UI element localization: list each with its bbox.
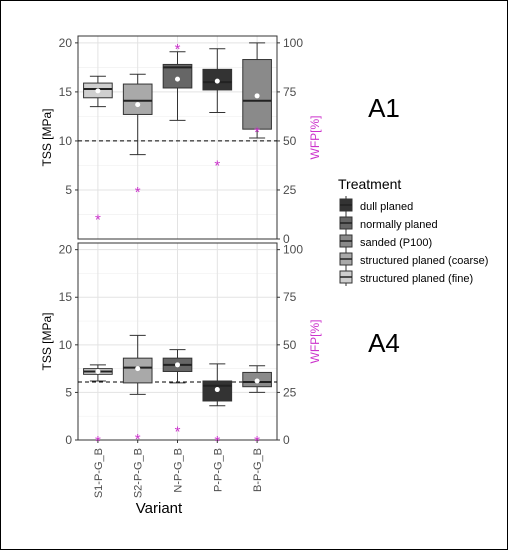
legend-label: structured planed (coarse) xyxy=(360,255,488,267)
box-S2-P-G_B xyxy=(122,334,153,395)
wfp-point: * xyxy=(254,124,260,141)
panel-a1: 5 10 15 20 0 25 50 75 100 TSS [MPa] WFP[%] * * * * * A1 xyxy=(40,35,400,246)
box-S2-P-G_B xyxy=(122,73,153,156)
legend: Treatment dull planed normally planed sand… xyxy=(338,176,488,286)
mean-point xyxy=(135,366,141,372)
y-tick-label: 20 xyxy=(59,36,73,50)
legend-item: structured planed (coarse) xyxy=(339,250,488,268)
box-P-P-G_B xyxy=(202,363,233,407)
y2-tick-label: 25 xyxy=(283,385,297,399)
mean-point xyxy=(214,387,220,393)
y-tick-label: 15 xyxy=(59,85,73,99)
legend-item: structured planed (fine) xyxy=(339,268,473,286)
panel-border xyxy=(77,35,278,240)
box-S1-P-G_B xyxy=(83,75,113,108)
box-N-P-G_B xyxy=(162,349,193,384)
mean-point xyxy=(95,88,101,94)
panel-label: A4 xyxy=(368,328,400,358)
y-tick-label: 0 xyxy=(65,433,72,447)
y-tick-label: 10 xyxy=(59,134,73,148)
box-iqr xyxy=(122,83,153,115)
mean-point xyxy=(175,362,180,368)
y2-tick-label: 75 xyxy=(283,290,297,304)
y2-tick-label: 25 xyxy=(283,183,297,197)
x-tick-label: B-P-G_B xyxy=(252,448,264,492)
x-tick-label: S1-P-G_B xyxy=(93,448,105,498)
box-N-P-G_B xyxy=(162,51,193,121)
y-axis-title: TSS [MPa] xyxy=(40,312,54,370)
y2-tick-label: 50 xyxy=(283,134,297,148)
y-tick-label: 15 xyxy=(59,290,73,304)
y2-tick-label: 100 xyxy=(283,243,303,257)
y2-tick-label: 0 xyxy=(283,433,290,447)
legend-label: sanded (P100) xyxy=(360,237,432,249)
legend-label: structured planed (fine) xyxy=(360,273,473,285)
wfp-point: * xyxy=(175,41,181,58)
y-tick-label: 5 xyxy=(65,385,72,399)
y-tick-label: 10 xyxy=(59,338,73,352)
y2-tick-label: 75 xyxy=(283,85,297,99)
y-tick-label: 20 xyxy=(59,243,73,257)
mean-point xyxy=(254,378,260,384)
wfp-point: * xyxy=(135,184,141,201)
box-P-P-G_B xyxy=(202,48,233,113)
mean-point xyxy=(95,368,101,374)
wfp-point: * xyxy=(135,431,141,448)
legend-label: normally planed xyxy=(360,219,438,231)
mean-point xyxy=(135,102,141,108)
wfp-point: * xyxy=(214,157,220,174)
legend-label: dull planed xyxy=(360,201,413,213)
box-B-P-G_B xyxy=(242,365,272,393)
mean-point xyxy=(254,93,260,99)
x-tick-label: N-P-G_B xyxy=(173,448,185,493)
x-tick-label: S2-P-G_B xyxy=(133,448,145,498)
x-tick-label: P-P-G_B xyxy=(212,448,224,492)
legend-item: normally planed xyxy=(339,214,438,232)
y2-tick-label: 50 xyxy=(283,338,297,352)
legend-item: dull planed xyxy=(339,196,413,214)
mean-point xyxy=(175,76,180,82)
y-tick-label: 5 xyxy=(65,183,72,197)
y2-axis-title: WFP[%] xyxy=(308,116,322,160)
wfp-point: * xyxy=(95,211,101,228)
legend-title: Treatment xyxy=(338,176,401,192)
panel-label: A1 xyxy=(368,93,400,123)
y-axis-title: TSS [MPa] xyxy=(40,108,54,166)
box-iqr xyxy=(162,63,193,89)
y2-tick-label: 100 xyxy=(283,36,303,50)
x-axis: S1-P-G_B S2-P-G_B N-P-G_B P-P-G_B B-P-G_B xyxy=(93,440,264,498)
y2-axis-title: WFP[%] xyxy=(308,320,322,364)
box-B-P-G_B xyxy=(242,42,272,139)
y2-tick-label: 0 xyxy=(283,232,290,246)
legend-item: sanded (P100) xyxy=(339,232,432,250)
wfp-point: * xyxy=(175,423,181,440)
box-S1-P-G_B xyxy=(83,364,113,382)
mean-point xyxy=(214,78,220,84)
x-axis-title: Variant xyxy=(136,500,183,517)
